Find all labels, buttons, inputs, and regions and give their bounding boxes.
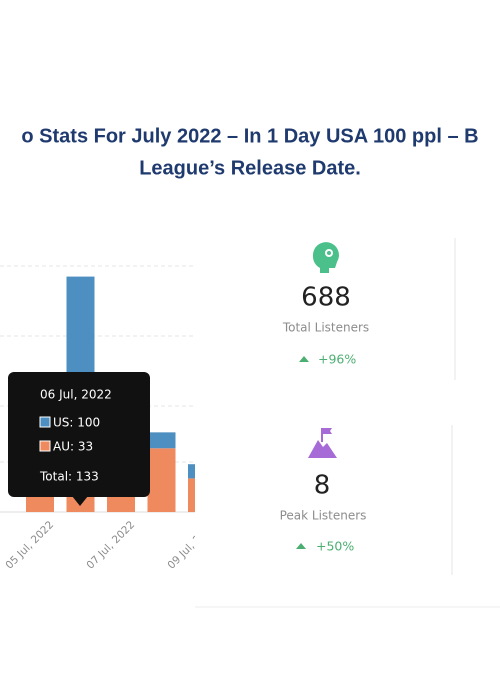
- stat-value: 8: [314, 471, 331, 501]
- tooltip-row: US: 100: [53, 416, 100, 430]
- stat-label: Total Listeners: [282, 321, 369, 335]
- tooltip: 06 Jul, 2022 US: 100 AU: 33 Total: 133: [8, 372, 150, 506]
- legend-swatch: [39, 416, 51, 428]
- bar-segment: [147, 448, 176, 512]
- stat-change: +50%: [316, 539, 354, 554]
- up-arrow: [299, 356, 309, 362]
- bar-segment: [147, 432, 176, 449]
- tooltip-row: AU: 33: [53, 440, 93, 454]
- stat-change: +96%: [318, 352, 356, 367]
- flag-icon: [308, 428, 337, 458]
- headphone-icon: [312, 242, 339, 273]
- tooltip-box: [8, 372, 150, 497]
- x-tick-label: 05 Jul, 2022: [3, 519, 56, 572]
- title-line: o Stats For July 2022 – In 1 Day USA 100…: [21, 125, 478, 147]
- up-arrow: [296, 543, 306, 549]
- tooltip-total: Total: 133: [39, 470, 99, 484]
- title-line: League’s Release Date.: [139, 157, 361, 179]
- tooltip-pointer: [72, 496, 88, 506]
- stats-card: [195, 200, 500, 700]
- stat-value: 688: [301, 283, 351, 313]
- x-labels: 05 Jul, 2022 07 Jul, 2022 09 Jul, 2022: [3, 519, 218, 572]
- tooltip-date: 06 Jul, 2022: [40, 388, 112, 402]
- legend-swatch: [39, 440, 51, 452]
- stat-label: Peak Listeners: [280, 509, 367, 523]
- x-tick-label: 07 Jul, 2022: [84, 519, 137, 572]
